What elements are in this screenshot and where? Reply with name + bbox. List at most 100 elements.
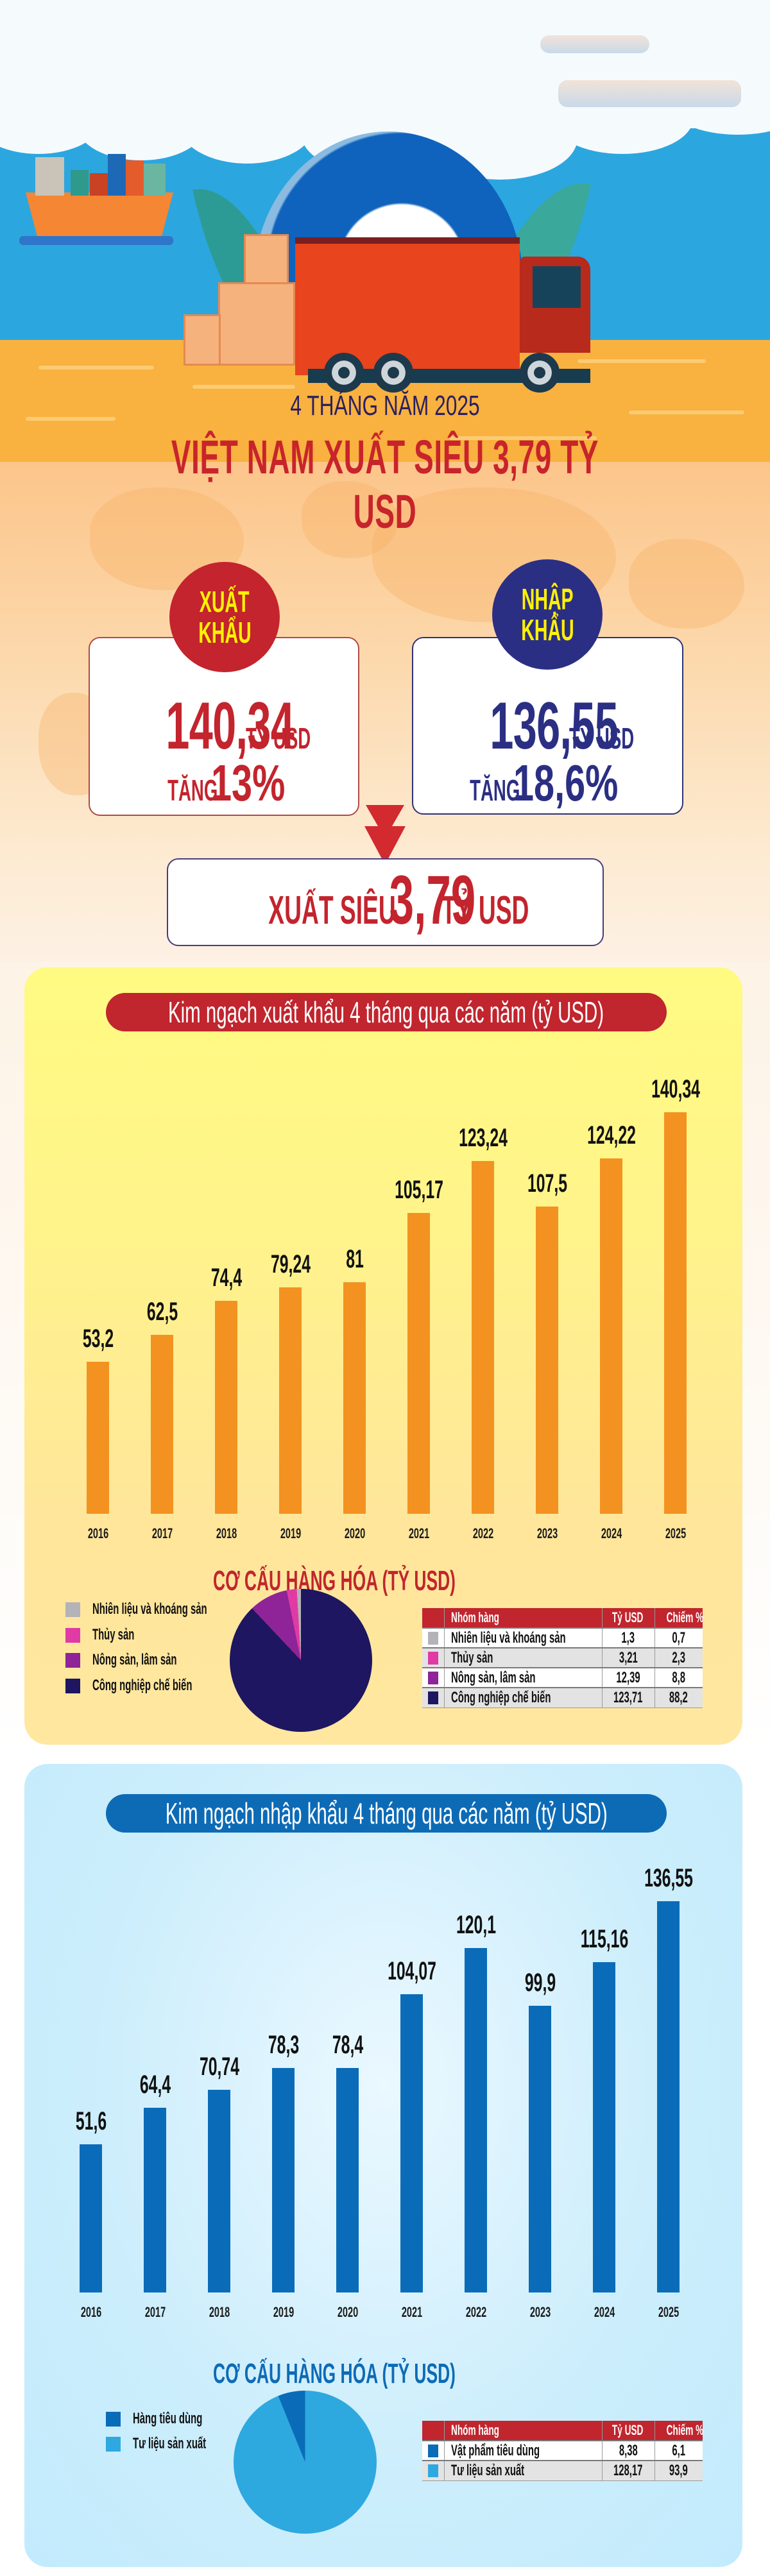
import-value: 136,55 (490, 689, 618, 763)
row-swatch (427, 1691, 438, 1704)
badge-line: KHẨU (520, 613, 574, 647)
hero-illustration (0, 0, 770, 462)
trade-surplus-card: XUẤT SIÊU 3,79 TỶ USD (167, 858, 604, 946)
legend-swatch (106, 2436, 121, 2452)
bar-value-label: 140,34 (651, 1075, 700, 1103)
import-mix-pie-chart (234, 2391, 377, 2534)
row-name: Thủy sản (450, 1648, 493, 1666)
row-name: Vật phẩm tiêu dùng (450, 2441, 540, 2459)
table-header: Nhóm hàng Tỷ USD Chiếm % (422, 2421, 703, 2441)
legend-label: Nông sản, lâm sản (92, 1651, 177, 1668)
bar-value-label: 107,5 (527, 1169, 568, 1198)
import-badge: NHẬP KHẨU (492, 559, 603, 670)
legend-item: Hàng tiêu dùng (106, 2410, 245, 2428)
import-mix-title: CƠ CẤU HÀNG HÓA (TỶ USD) (213, 2358, 456, 2389)
bar-2024 (593, 1962, 615, 2292)
bar-value-label: 64,4 (139, 2071, 171, 2099)
badge-line: NHẬP (521, 582, 574, 616)
truck-icon (295, 237, 520, 375)
x-axis-tick-label: 2020 (337, 2304, 359, 2320)
legend-item: Tư liệu sản xuất (106, 2435, 251, 2453)
table-header: Nhóm hàng Tỷ USD Chiếm % (422, 1608, 703, 1628)
bar-2018 (215, 1301, 237, 1514)
bar-value-label: 70,74 (199, 2053, 240, 2081)
surplus-unit: TỶ USD (441, 888, 529, 933)
import-increase-value: 18,6% (513, 754, 619, 811)
bar-2025 (664, 1112, 687, 1514)
legend-swatch (106, 2411, 121, 2427)
export-value: 140,34 (166, 689, 295, 763)
import-chart-title: Kim ngạch nhập khẩu 4 tháng qua các năm … (106, 1794, 667, 1833)
legend-item: Nông sản, lâm sản (65, 1651, 228, 1669)
export-unit: TỶ USD (245, 722, 311, 755)
legend-swatch (65, 1627, 80, 1643)
surplus-label: XUẤT SIÊU (268, 888, 396, 933)
crate-icon (244, 234, 289, 285)
bar-2018 (208, 2090, 230, 2292)
crate-icon (184, 314, 221, 366)
cloud-icon (180, 87, 314, 164)
x-axis-tick-label: 2018 (209, 2304, 230, 2320)
legend-label: Công nghiệp chế biến (92, 1677, 193, 1694)
surplus-value: 3,79 (389, 861, 476, 938)
x-axis-tick-label: 2021 (401, 2304, 423, 2320)
legend-item: Nhiên liệu và khoáng sản (65, 1600, 277, 1618)
bar-value-label: 115,16 (580, 1925, 629, 1953)
bar-2020 (336, 2068, 359, 2292)
row-percent: 88,2 (669, 1689, 689, 1706)
row-usd: 123,71 (613, 1689, 643, 1706)
bar-2022 (465, 1948, 487, 2292)
row-percent: 8,8 (672, 1668, 686, 1686)
row-usd: 128,17 (613, 2462, 643, 2479)
badge-line: KHẨU (198, 616, 252, 649)
row-swatch (427, 1631, 438, 1645)
row-name: Công nghiệp chế biến (450, 1689, 551, 1706)
legend-label: Nhiên liệu và khoáng sản (92, 1600, 207, 1618)
row-swatch (427, 1671, 438, 1684)
row-name: Tư liệu sản xuất (450, 2462, 524, 2479)
legend-swatch (65, 1602, 80, 1617)
legend-item: Thủy sản (65, 1626, 160, 1644)
import-chart-panel: Kim ngạch nhập khẩu 4 tháng qua các năm … (24, 1764, 742, 2567)
container-icon (108, 154, 126, 196)
x-axis-tick-label: 2017 (151, 1525, 173, 1541)
row-swatch (427, 2464, 438, 2477)
row-usd: 3,21 (619, 1648, 638, 1666)
x-axis-tick-label: 2019 (280, 1525, 302, 1541)
bar-2019 (279, 1287, 302, 1514)
bar-2016 (87, 1362, 109, 1514)
bar-2017 (144, 2108, 166, 2292)
row-percent: 6,1 (672, 2441, 686, 2459)
wheel-icon (324, 353, 364, 393)
row-percent: 93,9 (669, 2462, 689, 2479)
x-axis-tick-label: 2020 (344, 1525, 366, 1541)
export-mix-table: Nhóm hàng Tỷ USD Chiếm % Nhiên liệu và k… (422, 1608, 703, 1707)
row-name: Nhiên liệu và khoáng sản (450, 1629, 566, 1647)
row-usd: 12,39 (616, 1668, 640, 1686)
bar-value-label: 120,1 (456, 1911, 497, 1939)
row-percent: 2,3 (672, 1648, 686, 1666)
row-usd: 1,3 (621, 1629, 635, 1647)
legend-label: Thủy sản (92, 1626, 135, 1643)
table-row: Thủy sản 3,21 2,3 (422, 1647, 703, 1668)
x-axis-tick-label: 2016 (80, 2304, 102, 2320)
bar-2021 (407, 1213, 430, 1514)
container-icon (90, 173, 108, 196)
legend-swatch (65, 1678, 80, 1693)
bar-value-label: 136,55 (644, 1864, 693, 1892)
export-chart-panel: Kim ngạch xuất khẩu 4 tháng qua các năm … (24, 967, 742, 1745)
legend-swatch (65, 1652, 80, 1668)
x-axis-tick-label: 2022 (472, 1525, 494, 1541)
container-icon (126, 160, 144, 196)
export-chart-title: Kim ngạch xuất khẩu 4 tháng qua các năm … (106, 993, 667, 1031)
wheel-icon (520, 353, 560, 393)
bar-value-label: 53,2 (82, 1325, 114, 1353)
x-axis-tick-label: 2019 (273, 2304, 295, 2320)
ship-cabin (35, 157, 64, 196)
bar-value-label: 78,4 (332, 2031, 364, 2059)
export-mix-pie-chart (230, 1589, 372, 1732)
x-axis-tick-label: 2016 (87, 1525, 109, 1541)
bar-value-label: 99,9 (524, 1969, 556, 1997)
legend-label: Hàng tiêu dùng (133, 2410, 203, 2427)
bar-2017 (151, 1335, 173, 1514)
